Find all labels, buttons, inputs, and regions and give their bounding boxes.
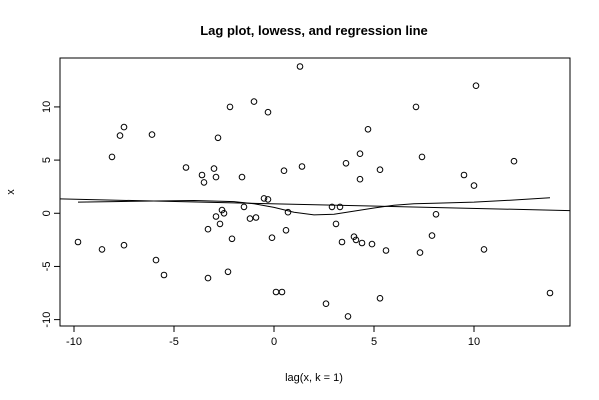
data-point [358, 239, 366, 247]
lowess-line [77, 197, 551, 216]
data-point [74, 238, 82, 246]
data-point [252, 214, 260, 221]
data-point [342, 160, 350, 167]
data-point [368, 240, 376, 248]
data-point [226, 103, 234, 111]
data-point [296, 63, 304, 70]
data-point [356, 150, 364, 157]
data-point [418, 153, 426, 161]
data-point [338, 238, 346, 246]
data-point [246, 215, 254, 222]
y-axis-label: x [5, 189, 17, 195]
data-point [336, 203, 344, 211]
data-point [108, 153, 116, 161]
data-point [98, 246, 106, 253]
data-point [152, 256, 160, 264]
data-point [376, 166, 384, 173]
data-point [272, 288, 280, 296]
data-points [74, 63, 554, 320]
data-point [264, 196, 272, 203]
data-point [352, 236, 360, 244]
x-axis: -10 -5 0 5 10 [66, 326, 480, 348]
y-axis: -10 -5 0 5 10 [41, 101, 60, 328]
data-point [364, 126, 372, 133]
data-point [382, 247, 390, 254]
data-point [264, 108, 272, 116]
data-point [240, 203, 248, 211]
data-point [148, 131, 156, 138]
data-point [546, 289, 554, 297]
x-axis-label: lag(x, k = 1) [285, 372, 343, 384]
data-point [278, 288, 286, 296]
data-point [120, 123, 128, 131]
data-point [472, 82, 480, 89]
data-point [214, 134, 222, 142]
x-tick-label: 10 [468, 336, 480, 348]
data-point [344, 313, 352, 320]
data-point [432, 211, 440, 218]
data-point [510, 157, 518, 165]
plot-frame [59, 57, 571, 327]
x-tick-label: 5 [371, 336, 377, 348]
data-point [182, 164, 190, 171]
data-point [480, 246, 488, 253]
data-point [120, 241, 128, 249]
data-point [216, 220, 224, 228]
data-point [280, 167, 288, 174]
data-point [268, 234, 276, 241]
x-tick-label: -10 [66, 336, 82, 348]
x-tick-label: 0 [271, 336, 277, 348]
data-point [328, 203, 336, 211]
data-point [212, 173, 220, 181]
y-tick-label: 0 [41, 210, 53, 216]
data-point [224, 268, 232, 276]
y-tick-label: -5 [41, 262, 53, 272]
data-point [160, 271, 168, 279]
data-point [210, 165, 218, 172]
y-tick-label: 5 [41, 157, 53, 163]
data-point [298, 163, 306, 170]
data-point [282, 227, 290, 234]
x-tick-label: -5 [169, 336, 179, 348]
chart-title: Lag plot, lowess, and regression line [200, 23, 428, 38]
fitted-lines [59, 197, 571, 216]
data-point [204, 225, 212, 233]
data-point [322, 300, 330, 308]
data-point [250, 98, 258, 105]
data-point [412, 103, 420, 111]
data-point [376, 295, 384, 302]
data-point [260, 195, 268, 202]
data-point [460, 171, 468, 179]
data-point [220, 210, 228, 217]
data-point [332, 220, 340, 228]
data-point [356, 175, 364, 183]
data-point [116, 132, 124, 139]
data-point [428, 232, 436, 239]
data-point [416, 249, 424, 256]
data-point [284, 208, 292, 216]
data-point [212, 213, 220, 220]
data-point [204, 274, 212, 282]
data-point [228, 235, 236, 243]
y-tick-label: 10 [41, 101, 53, 113]
data-point [198, 171, 206, 179]
data-point [470, 182, 478, 189]
data-point [238, 173, 246, 181]
y-tick-label: -10 [41, 312, 53, 328]
data-point [200, 179, 208, 186]
